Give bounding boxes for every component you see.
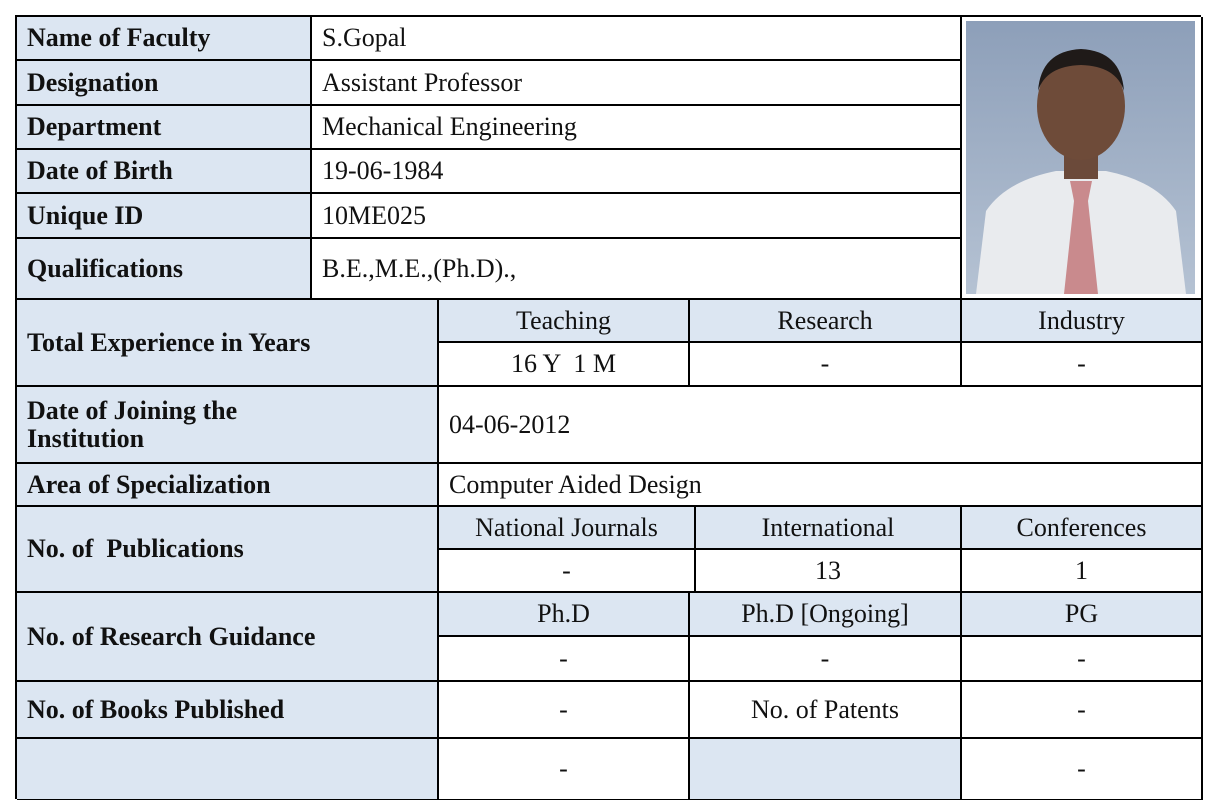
value: 04-06-2012 [439,387,1203,464]
header: Ph.D [Ongoing] [690,593,962,637]
value: B.E.,M.E.,(Ph.D)., [312,239,962,300]
label: Name of Faculty [17,17,312,61]
header: Industry [962,300,1203,343]
value: - [439,637,690,682]
label: Total Experience in Years [17,300,439,387]
header: PG [962,593,1203,637]
header: National Journals [439,507,696,550]
label: Qualifications [17,239,312,300]
label: Date of Birth [17,150,312,194]
value: - [962,739,1203,800]
value: - [962,637,1203,682]
value: - [690,637,962,682]
value: Mechanical Engineering [312,106,962,150]
value: - [439,739,690,800]
header: Research [690,300,962,343]
value: Assistant Professor [312,61,962,106]
empty-cell [17,739,439,800]
header: Ph.D [439,593,690,637]
label: No. of Books Published [17,682,439,739]
value: - [690,343,962,387]
label: Designation [17,61,312,106]
label: Date of Joining the Institution [17,387,439,464]
label: No. of Patents [690,682,962,739]
value: - [439,550,696,593]
value: - [962,343,1203,387]
value: 10ME025 [312,194,962,239]
header: International [696,507,962,550]
value: 19-06-1984 [312,150,962,194]
photo-cell [962,17,1203,300]
value: 16 Y 1 M [439,343,690,387]
value: 13 [696,550,962,593]
value: Computer Aided Design [439,464,1203,507]
faculty-photo [966,21,1195,294]
label: No. of Publications [17,507,439,593]
empty-cell [690,739,962,800]
label: Unique ID [17,194,312,239]
value: 1 [962,550,1203,593]
value: - [962,682,1203,739]
header: Teaching [439,300,690,343]
profile-table: Name of Faculty S.Gopal Designation Assi… [15,15,1203,800]
value: S.Gopal [312,17,962,61]
label: Area of Specialization [17,464,439,507]
label: No. of Research Guidance [17,593,439,682]
value: - [439,682,690,739]
label: Department [17,106,312,150]
header: Conferences [962,507,1203,550]
